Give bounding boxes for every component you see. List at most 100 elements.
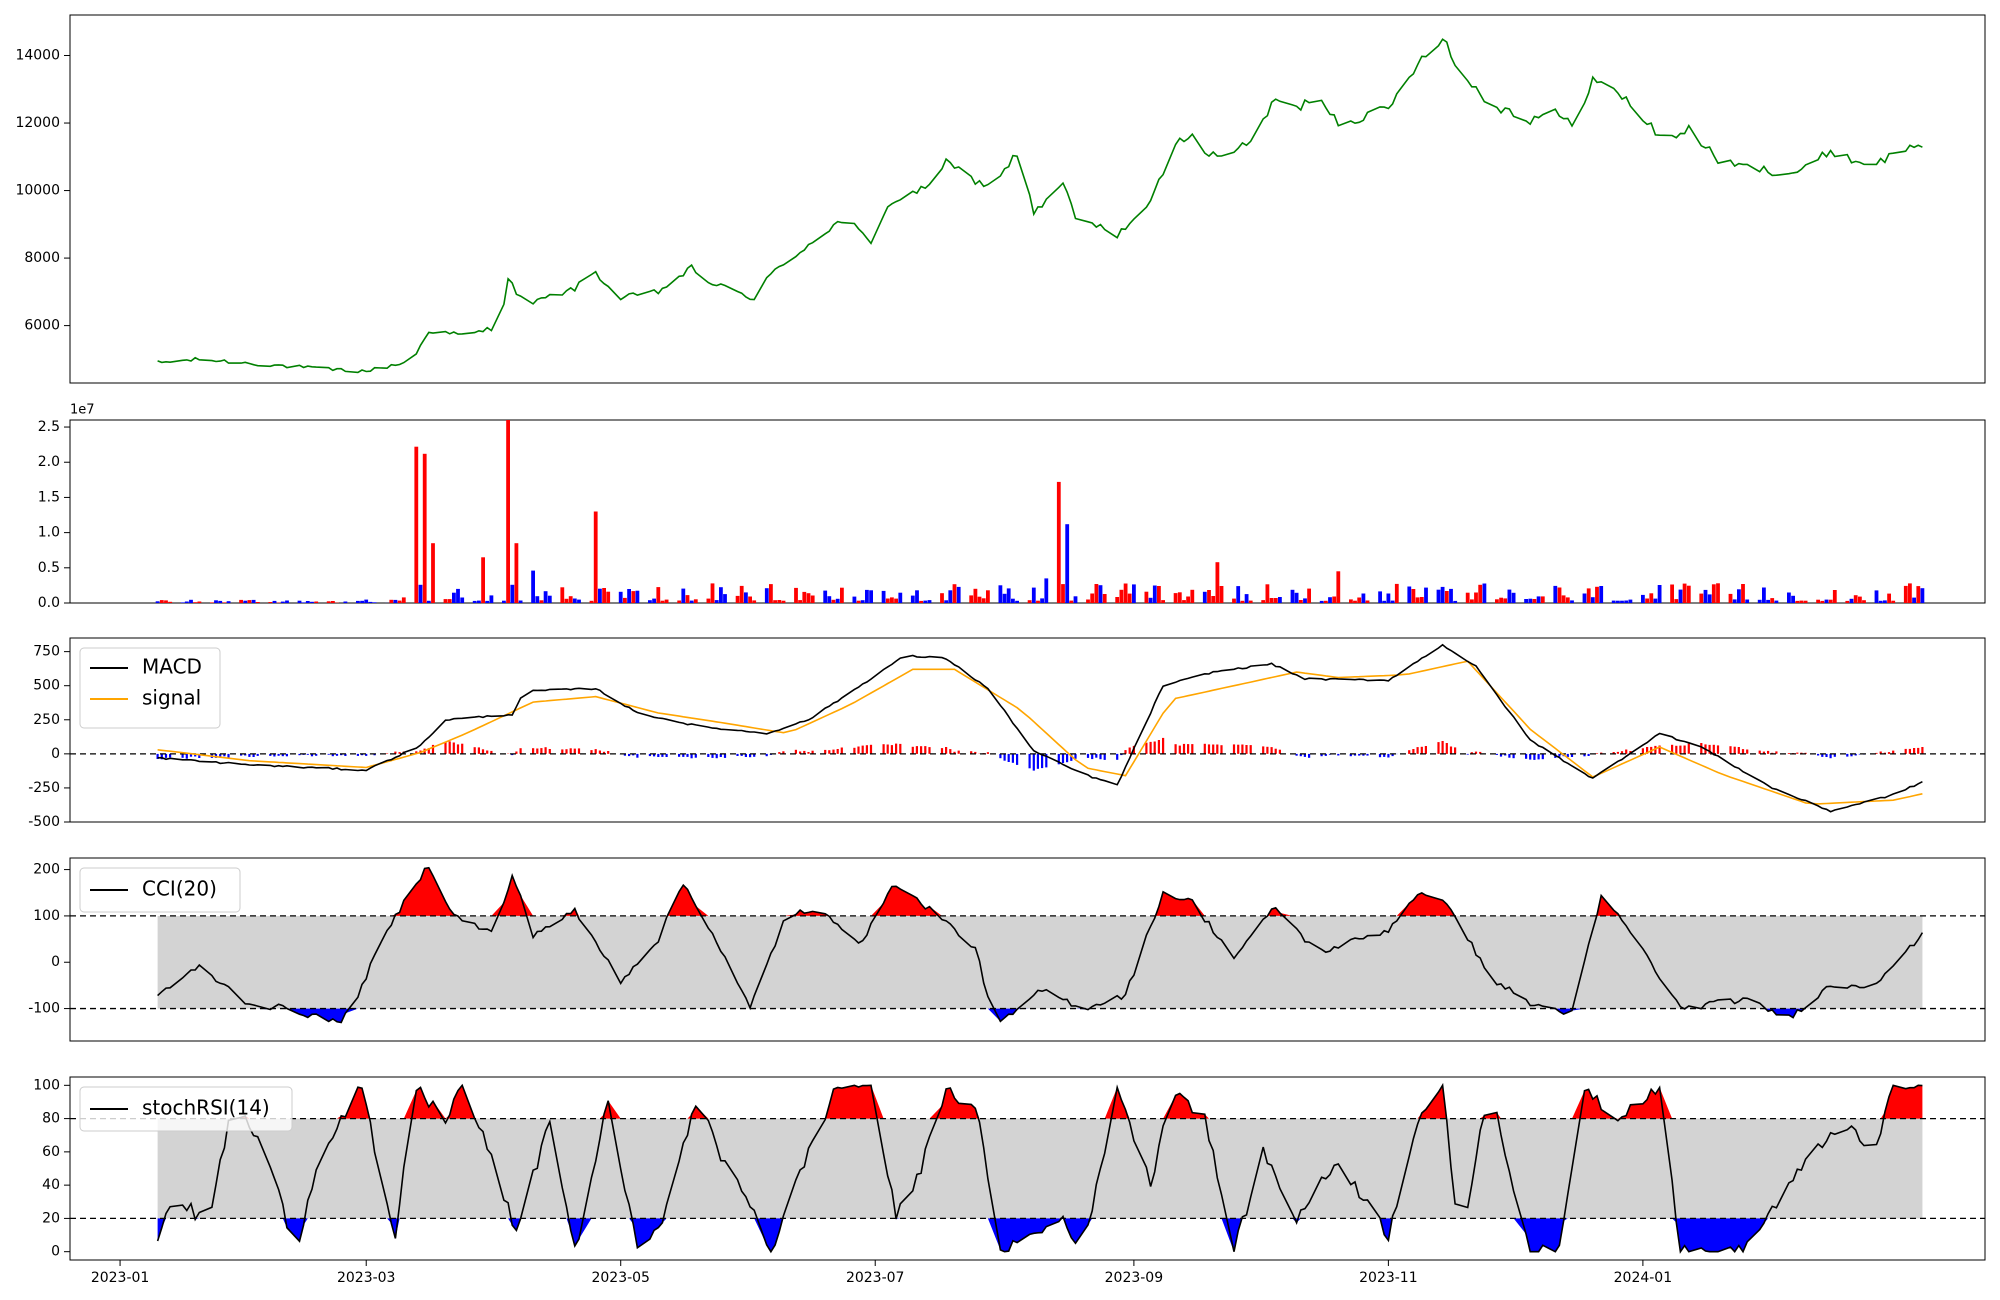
volume-bar <box>1119 589 1124 603</box>
volume-bar <box>1236 586 1241 603</box>
volume-bar <box>1436 589 1441 603</box>
volume-bar <box>1474 592 1478 603</box>
macd-histogram-bar <box>1625 749 1628 754</box>
macd-histogram-bar <box>648 753 651 757</box>
macd-histogram-bar <box>686 753 689 757</box>
volume-bar <box>155 601 160 603</box>
volume-bar <box>981 598 986 603</box>
macd-histogram-bar <box>1203 743 1206 754</box>
volume-bar <box>431 543 435 603</box>
volume-bar <box>1670 584 1674 603</box>
macd-histogram-bar <box>1212 744 1215 754</box>
volume-bar <box>589 600 594 603</box>
macd-histogram-bar <box>1737 747 1740 754</box>
macd-histogram-bar <box>444 742 447 754</box>
volume-bar <box>865 589 869 603</box>
volume-bar <box>1887 593 1891 603</box>
volume-bar <box>485 600 490 603</box>
macd-histogram-bar <box>811 750 814 754</box>
macd-ytick-label: -250 <box>28 780 60 796</box>
volume-bar <box>798 600 802 603</box>
volume-bar <box>1878 600 1883 603</box>
macd-histogram-bar <box>1028 753 1031 769</box>
macd-histogram-bar <box>753 753 756 757</box>
volume-bar <box>1849 598 1854 603</box>
volume-bar <box>1540 596 1545 603</box>
volume-bar <box>1148 597 1153 603</box>
macd-histogram-bar <box>281 753 284 757</box>
volume-bar <box>222 602 227 603</box>
macd-histogram-bar <box>327 753 330 755</box>
volume-bar <box>660 600 665 603</box>
volume-bar <box>472 600 477 603</box>
macd-histogram-bar <box>1675 745 1678 754</box>
volume-bar <box>1787 592 1791 603</box>
macd-histogram-bar <box>1454 747 1457 754</box>
macd-histogram-bar <box>1641 748 1644 754</box>
volume-bar <box>1298 600 1303 603</box>
macd-histogram-bar <box>1016 753 1019 765</box>
macd-histogram-bar <box>1007 753 1010 762</box>
cci-legend-box <box>79 867 241 913</box>
macd-histogram-bar <box>490 750 493 754</box>
volume-bar <box>881 590 886 603</box>
macd-histogram-bar <box>1595 753 1599 754</box>
volume-bar <box>1599 586 1604 603</box>
macd-histogram-bar <box>1262 746 1265 754</box>
volume-bar <box>1482 583 1487 603</box>
macd-histogram-bar <box>1437 742 1440 754</box>
volume-bar <box>1011 598 1015 603</box>
macd-histogram-bar <box>869 744 873 754</box>
volume-bar <box>1386 593 1391 603</box>
volume-bar <box>189 599 193 603</box>
macd-histogram-bar <box>1266 746 1269 754</box>
macd-histogram-bar <box>1558 753 1561 757</box>
volume-bar <box>827 596 832 603</box>
stochrsi-axes-frame <box>69 1076 1986 1261</box>
macd-histogram-bar <box>1070 753 1073 761</box>
macd-histogram-bar <box>1303 753 1306 757</box>
macd-histogram-bar <box>924 746 927 754</box>
macd-histogram-bar <box>1729 746 1732 754</box>
volume-bar <box>343 601 348 603</box>
macd-histogram-bar <box>882 744 885 754</box>
volume-bar <box>164 600 168 603</box>
volume-bar <box>1732 599 1737 603</box>
macd-histogram-bar <box>853 747 856 754</box>
macd-histogram-bar <box>1003 753 1006 761</box>
volume-bar <box>744 592 748 603</box>
volume-bar <box>1862 600 1866 603</box>
macd-histogram-bar <box>1441 741 1444 754</box>
macd-histogram-bar <box>1086 753 1090 758</box>
volume-bar <box>1073 596 1078 603</box>
macd-histogram-bar <box>1358 753 1361 756</box>
volume-bar <box>1682 583 1687 603</box>
macd-histogram-bar <box>1879 751 1882 754</box>
volume-bar <box>927 600 932 603</box>
volume-ytick-label: 2.0 <box>38 454 60 470</box>
volume-bar <box>360 600 364 603</box>
macd-histogram-bar <box>832 749 835 754</box>
macd-histogram-bar <box>1041 753 1044 769</box>
volume-bar <box>214 600 218 603</box>
macd-histogram-bar <box>1850 753 1853 757</box>
volume-bar <box>1649 593 1654 603</box>
volume-bar <box>180 602 185 603</box>
volume-bar <box>1495 599 1499 603</box>
volume-bar <box>1883 600 1887 603</box>
signal-line <box>157 660 1923 805</box>
price-line <box>157 38 1923 374</box>
macd-histogram-bar <box>565 749 568 754</box>
macd-histogram-bar <box>169 753 172 758</box>
volume-bar <box>823 590 828 603</box>
volume-bar <box>506 420 510 603</box>
macd-histogram-bar <box>185 753 188 759</box>
volume-bar <box>910 595 915 603</box>
macd-histogram-bar <box>1846 753 1849 757</box>
volume-bar <box>1031 587 1036 603</box>
macd-histogram-bar <box>244 753 247 756</box>
macd-histogram-bar <box>1817 753 1820 756</box>
volume-bar <box>1803 600 1808 603</box>
volume-bar <box>923 600 928 603</box>
